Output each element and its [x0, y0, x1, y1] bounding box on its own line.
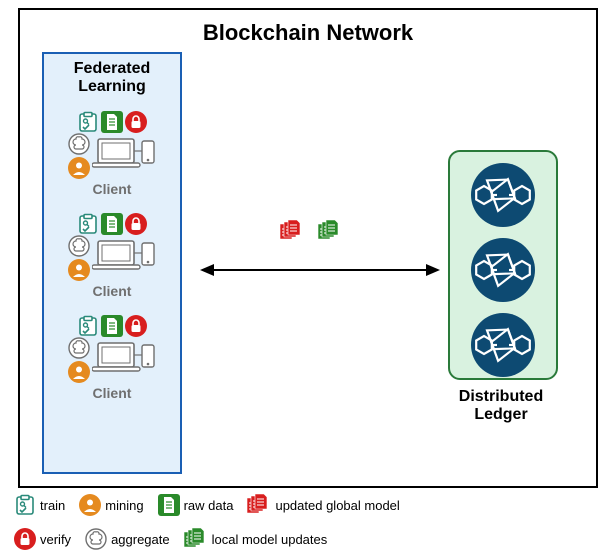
aggregate-icon [68, 337, 90, 359]
mining-icon [68, 259, 90, 281]
verify-legend-icon [14, 528, 36, 550]
exchange-documents [280, 220, 342, 242]
raw-data-icon [101, 315, 123, 337]
local_updates-legend-icon [184, 528, 208, 550]
client-block: Client [52, 315, 172, 401]
aggregate-icon [68, 133, 90, 155]
client-top-row [52, 315, 172, 337]
local-model-updates-icon [318, 220, 342, 242]
client-computer-icon [92, 133, 156, 173]
legend-label: train [40, 498, 65, 513]
ledger-node [468, 310, 538, 385]
updated_global-legend-icon [247, 494, 271, 516]
legend-item-verify: verify [14, 528, 71, 550]
train-icon [77, 213, 99, 235]
exchange-arrow [200, 245, 440, 295]
client-mid-row [52, 133, 172, 179]
client-block: Client [52, 111, 172, 197]
mining-icon [68, 157, 90, 179]
verify-icon [125, 213, 147, 235]
client-label: Client [52, 385, 172, 401]
aggregate-legend-icon [85, 528, 107, 550]
mining-icon [68, 361, 90, 383]
ledger-node-icon [468, 160, 538, 230]
train-icon [77, 315, 99, 337]
ledger-node-icon [468, 235, 538, 305]
legend-item-local_updates: local model updates [184, 528, 328, 550]
ledger-node [468, 160, 538, 235]
ledger-node-icon [468, 310, 538, 380]
legend-label: mining [105, 498, 143, 513]
client-label: Client [52, 283, 172, 299]
train-icon [77, 111, 99, 133]
ledger-label-text: DistributedLedger [459, 388, 543, 423]
client-block: Client [52, 213, 172, 299]
client-mid-row [52, 337, 172, 383]
fl-title-text: FederatedLearning [74, 60, 150, 95]
distributed-ledger-label: DistributedLedger [426, 388, 576, 423]
diagram-frame: Blockchain Network FederatedLearning Cli… [18, 8, 598, 488]
train-legend-icon [14, 494, 36, 516]
raw-data-icon [101, 111, 123, 133]
rawdata-legend-icon [158, 494, 180, 516]
client-top-row [52, 111, 172, 133]
legend-label: aggregate [111, 532, 170, 547]
aggregate-icon [68, 235, 90, 257]
verify-icon [125, 111, 147, 133]
diagram-title: Blockchain Network [20, 20, 596, 46]
distributed-ledger-panel [448, 150, 558, 380]
client-top-row [52, 213, 172, 235]
legend-label: raw data [184, 498, 234, 513]
client-label: Client [52, 181, 172, 197]
client-mid-row [52, 235, 172, 281]
federated-learning-title: FederatedLearning [44, 60, 180, 95]
legend-label: verify [40, 532, 71, 547]
legend-item-updated_global: updated global model [247, 494, 399, 516]
raw-data-icon [101, 213, 123, 235]
legend-item-rawdata: raw data [158, 494, 234, 516]
client-computer-icon [92, 337, 156, 377]
ledger-node [468, 235, 538, 310]
client-computer-icon [92, 235, 156, 275]
updated-global-model-icon [280, 220, 304, 242]
legend: train mining raw data updated global model v… [14, 494, 604, 550]
legend-item-aggregate: aggregate [85, 528, 170, 550]
mining-legend-icon [79, 494, 101, 516]
clients-container: Client Client [44, 111, 180, 401]
federated-learning-panel: FederatedLearning Client [42, 52, 182, 474]
legend-item-mining: mining [79, 494, 143, 516]
verify-icon [125, 315, 147, 337]
legend-label: local model updates [212, 532, 328, 547]
legend-label: updated global model [275, 498, 399, 513]
legend-item-train: train [14, 494, 65, 516]
